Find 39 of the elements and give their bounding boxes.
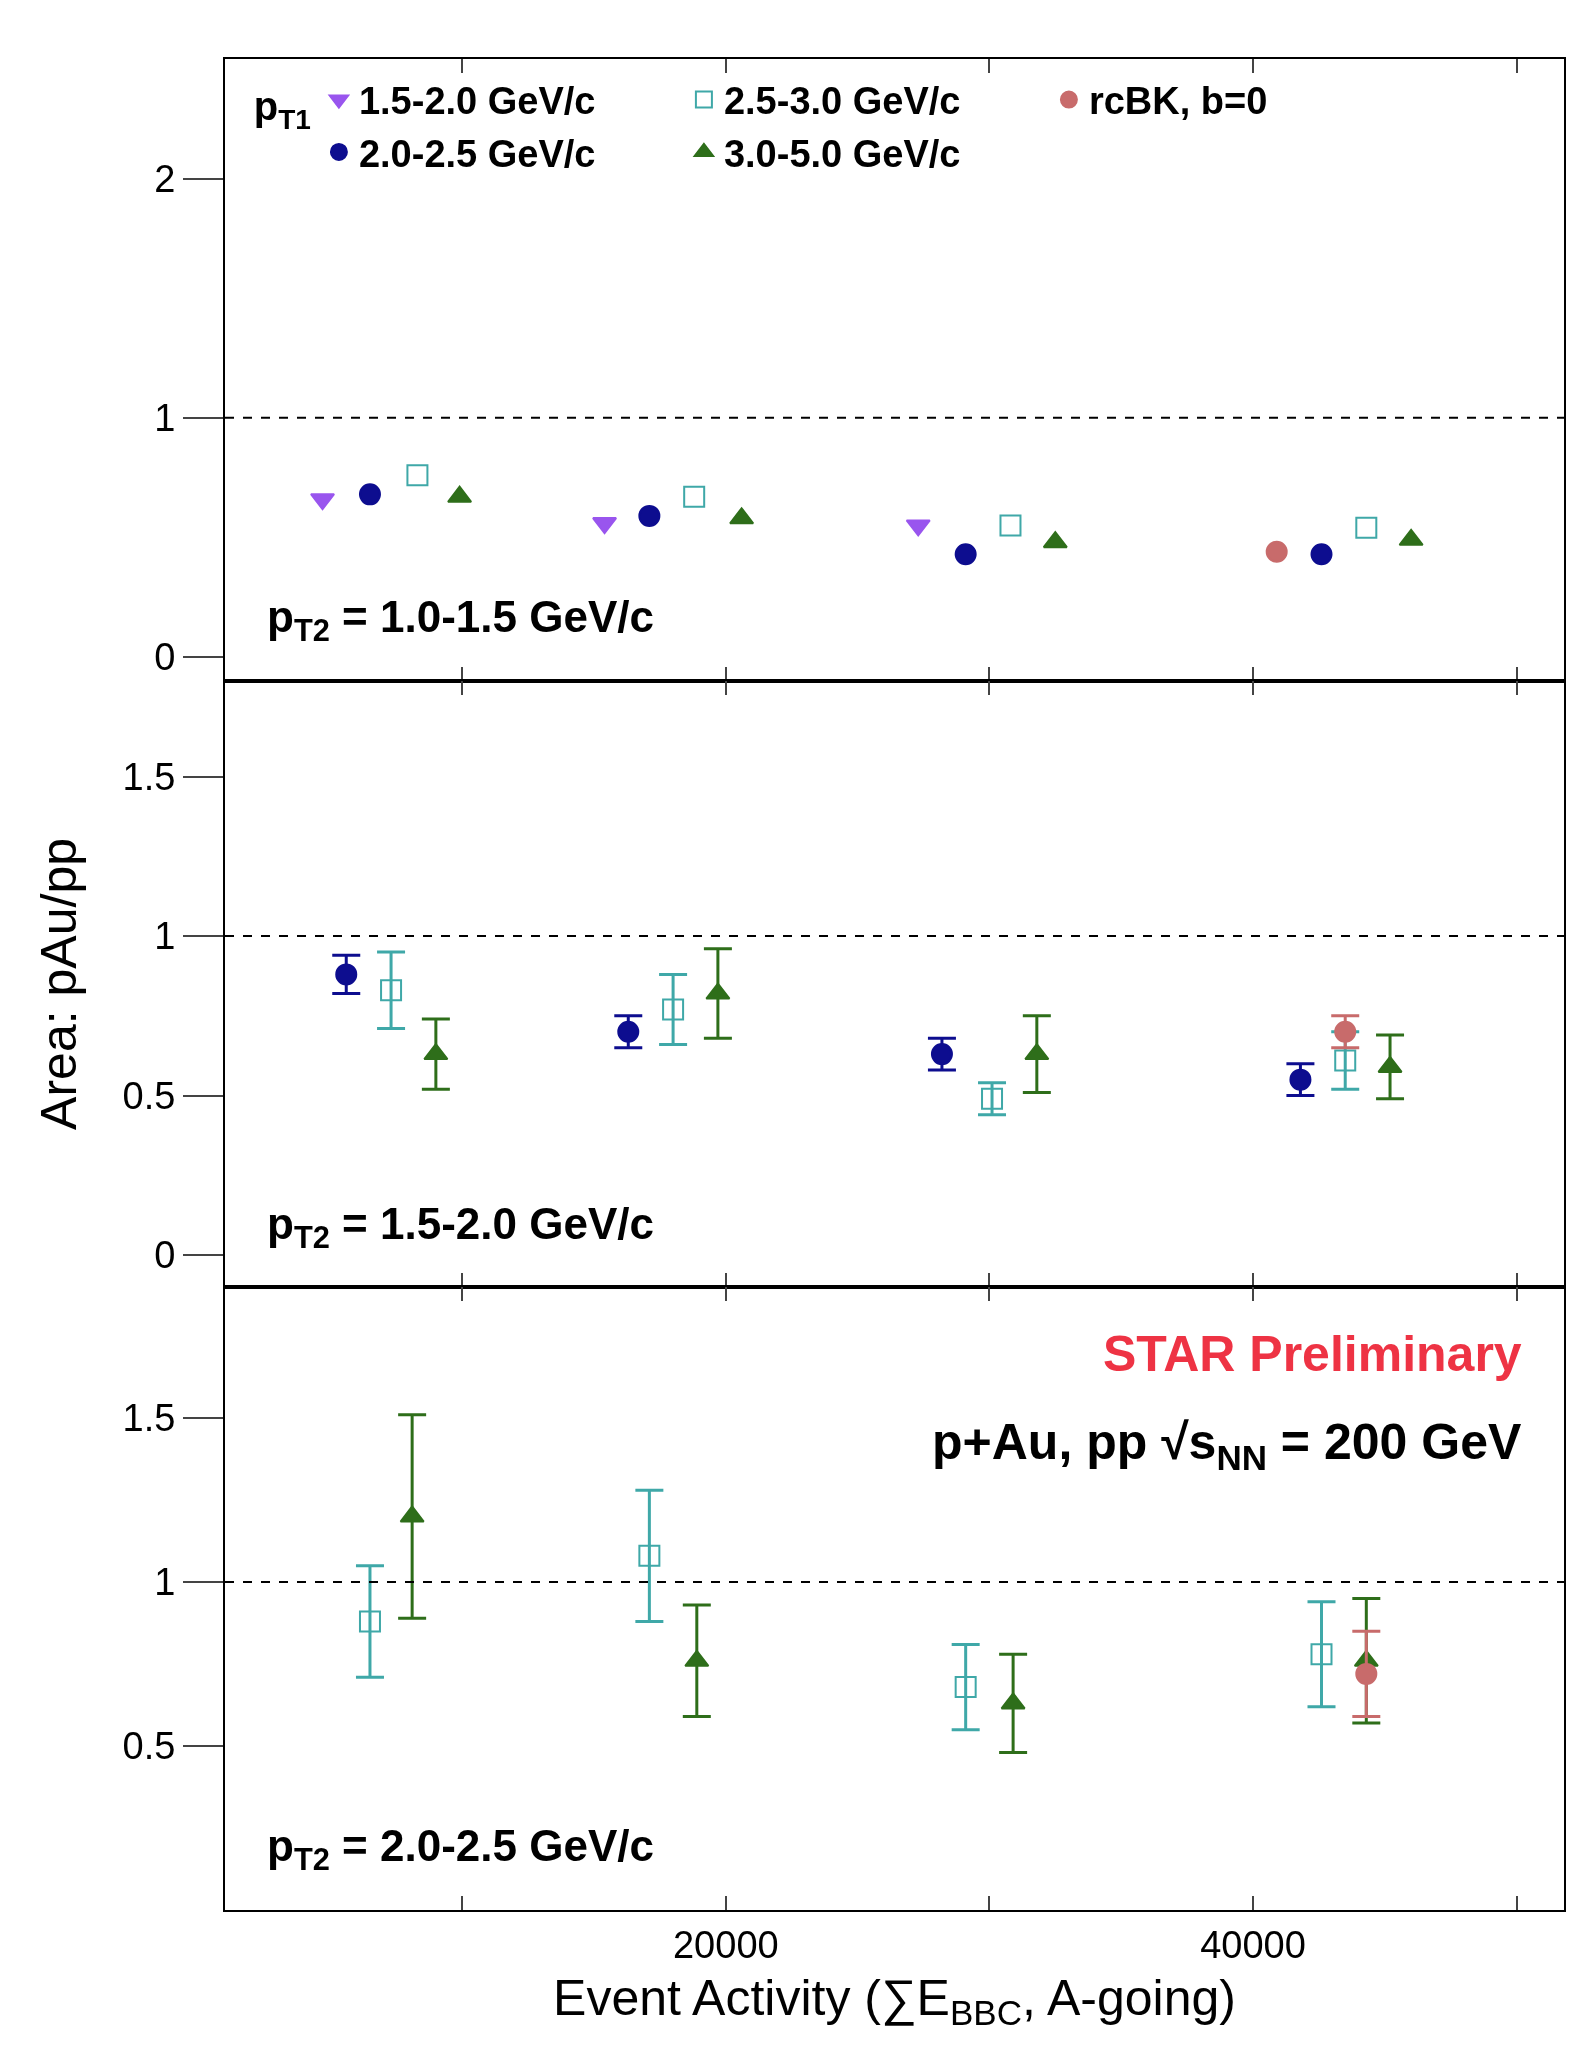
legend-label: 2.5-3.0 GeV/c: [723, 80, 961, 123]
annotation: STAR Preliminary: [1103, 1326, 1522, 1382]
y-tick-label: 0: [154, 1234, 176, 1277]
annotation: p+Au, pp √s$_{NN}$ = 200 GeV: [932, 1414, 1522, 1477]
point: [617, 1020, 640, 1043]
legend-label: 1.5-2.0 GeV/c: [358, 80, 596, 123]
y-axis-title: Area: pAu/pp: [31, 838, 88, 1130]
point: [1334, 1020, 1357, 1043]
point: [638, 1544, 661, 1567]
y-tick-label: 1: [154, 397, 176, 440]
point: [1334, 1049, 1357, 1072]
point: [1310, 1643, 1333, 1666]
y-tick-label: 1.5: [122, 755, 176, 798]
point: [335, 963, 358, 986]
annotation: p$_{T2}$ = 1.5-2.0 GeV/c: [267, 1199, 654, 1256]
y-tick-label: 0.5: [122, 1725, 176, 1768]
y-tick-label: 0: [154, 636, 176, 679]
legend-label: rcBK, b=0: [1088, 80, 1268, 123]
x-axis-title: Event Activity (∑E$_{BBC}$, A-going): [553, 1969, 1236, 2033]
legend-label: 3.0-5.0 GeV/c: [723, 132, 961, 175]
legend-title: p$_{T1}$: [253, 84, 311, 135]
point: [930, 1043, 953, 1066]
point: [954, 1676, 977, 1699]
annotation: p$_{T2}$ = 1.0-1.5 GeV/c: [267, 592, 654, 649]
y-tick-label: 1: [154, 1561, 176, 1604]
legend-label: 2.0-2.5 GeV/c: [358, 132, 596, 175]
point: [1355, 1662, 1378, 1685]
point: [358, 1610, 381, 1633]
y-tick-label: 1.5: [122, 1397, 176, 1440]
point: [662, 998, 685, 1021]
point: [1289, 1068, 1312, 1091]
y-tick-label: 0.5: [122, 1074, 176, 1117]
y-tick-label: 2: [154, 157, 176, 200]
point: [981, 1087, 1004, 1110]
point: [380, 979, 403, 1002]
y-tick-label: 1: [154, 915, 176, 958]
annotation: p$_{T2}$ = 2.0-2.5 GeV/c: [267, 1821, 654, 1878]
x-tick-label: 40000: [1200, 1923, 1306, 1966]
x-tick-label: 20000: [672, 1923, 779, 1966]
